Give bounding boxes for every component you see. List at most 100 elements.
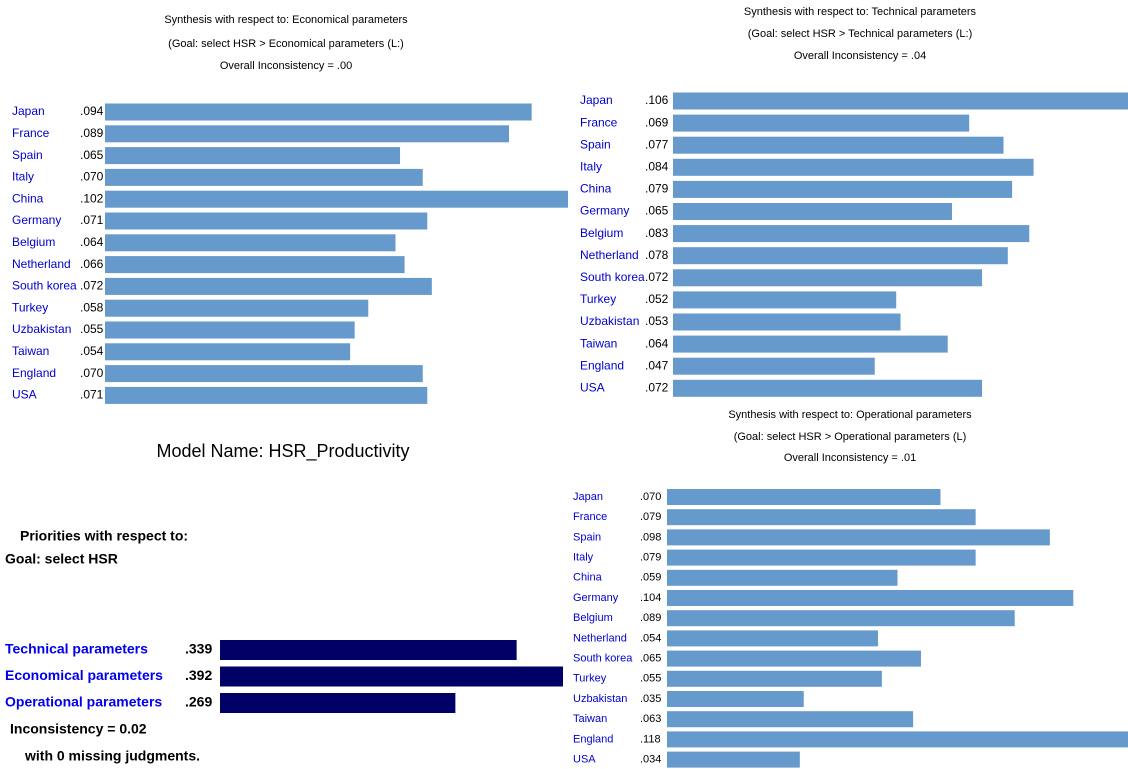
bar [105,321,355,339]
bar [667,751,800,768]
category-label: Taiwan [573,713,607,725]
chart-annotation: Overall Inconsistency = .04 [794,50,926,62]
value-label: .078 [645,248,669,262]
chart-annotation: Overall Inconsistency = .01 [784,452,916,464]
bar [105,277,432,295]
bar [667,590,1074,606]
value-label: .034 [640,754,661,766]
category-label: Uzbakistan [573,693,627,705]
value-label: .094 [80,104,104,118]
category-label: Netherland [573,632,627,644]
value-label: .083 [645,226,669,240]
bar [105,386,428,404]
bar [667,569,898,586]
value-label: .064 [645,336,669,350]
value-label: .084 [645,159,669,173]
value-label: .055 [640,673,661,685]
category-label: England [580,358,624,372]
value-label: .054 [640,632,661,644]
bar [673,203,953,220]
category-label: China [580,182,612,196]
category-label: South korea [12,279,77,293]
value-label: .102 [80,191,104,205]
value-label: .339 [185,641,212,657]
value-label: .071 [80,213,104,227]
bar [673,357,875,375]
category-label: Uzbakistan [580,314,639,328]
category-label: Japan [580,93,613,107]
chart-title: Priorities with respect to: [20,528,188,544]
bar [673,247,1008,265]
bar [220,666,563,687]
value-label: .072 [645,270,669,284]
bar [105,343,351,361]
category-label: Turkey [12,300,48,314]
value-label: .079 [645,182,669,196]
value-label: .106 [645,93,669,107]
category-label: South korea [573,653,633,665]
bar [673,291,897,309]
bar [673,379,983,397]
bar [667,610,1015,627]
bar [673,158,1034,176]
bar [673,335,948,353]
value-label: .392 [185,667,212,683]
value-label: .054 [80,344,104,358]
value-label: .052 [645,292,669,306]
chart-title: Synthesis with respect to: Technical par… [744,6,977,18]
value-label: .070 [80,170,104,184]
value-label: .104 [640,592,661,604]
category-label: Technical parameters [5,641,148,657]
category-label: Japan [573,491,603,503]
value-label: .058 [80,300,104,314]
category-label: USA [573,754,596,766]
value-label: .065 [640,653,661,665]
bar [673,92,1128,110]
category-label: Italy [573,552,594,564]
bar [105,234,396,252]
bar [105,365,423,383]
chart-note: with 0 missing judgments. [24,748,200,764]
category-label: Turkey [573,673,607,685]
value-label: .065 [645,204,669,218]
bar [220,640,517,660]
chart-annotation: Overall Inconsistency = .00 [220,60,352,72]
category-label: Netherland [12,257,71,271]
category-label: Taiwan [12,344,49,358]
category-label: Netherland [580,248,639,262]
bar [667,509,976,526]
bar [667,731,1128,748]
bar [667,650,921,667]
value-label: .089 [640,612,661,624]
model-name: Model Name: HSR_Productivity [156,441,409,462]
bar [667,630,878,647]
category-label: Germany [12,213,61,227]
category-label: Belgium [573,612,613,624]
value-label: .072 [645,380,669,394]
bar [105,256,405,274]
value-label: .070 [80,366,104,380]
bar [105,299,369,317]
category-label: Germany [573,592,619,604]
category-label: Uzbakistan [12,322,71,336]
bar [105,212,428,230]
value-label: .055 [80,322,104,336]
value-label: .269 [185,694,212,710]
value-label: .053 [645,314,669,328]
value-label: .118 [640,733,661,745]
chart-annotation: Inconsistency = 0.02 [10,721,147,737]
category-label: China [12,191,44,205]
chart-subtitle: (Goal: select HSR > Operational paramete… [734,431,967,443]
value-label: .063 [640,713,661,725]
category-label: China [573,572,603,584]
category-label: France [573,511,607,523]
value-label: .089 [80,126,104,140]
category-label: South korea [580,270,645,284]
value-label: .072 [80,279,104,293]
category-label: Taiwan [580,336,617,350]
category-label: Spain [580,137,611,151]
category-label: Spain [573,531,601,543]
category-label: Spain [12,148,43,162]
bar [673,114,970,132]
